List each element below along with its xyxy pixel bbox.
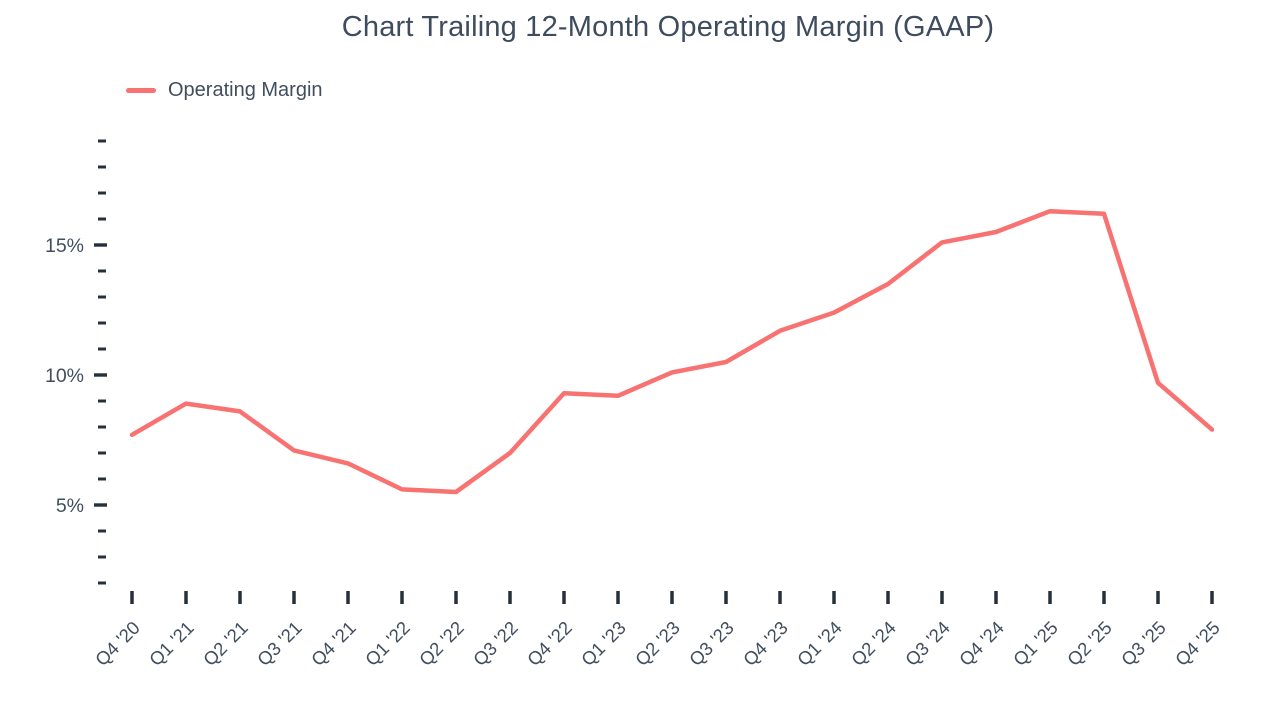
x-axis-label: Q1 '23 (577, 617, 630, 670)
y-axis-label: 10% (45, 365, 84, 387)
x-axis-label: Q3 '25 (1117, 617, 1170, 670)
x-axis-label: Q4 '25 (1171, 617, 1224, 670)
x-axis-label: Q3 '22 (469, 617, 522, 670)
x-axis-label: Q4 '23 (739, 617, 792, 670)
x-axis-label: Q4 '24 (955, 617, 1008, 670)
x-axis-label: Q2 '21 (199, 617, 252, 670)
x-axis-label: Q1 '24 (793, 617, 846, 670)
y-axis-label: 15% (45, 235, 84, 257)
x-axis-label: Q3 '21 (253, 617, 306, 670)
x-axis-label: Q4 '22 (523, 617, 576, 670)
x-axis-label: Q3 '24 (901, 617, 954, 670)
legend-item-operating-margin[interactable]: Operating Margin (126, 79, 323, 102)
x-axis-label: Q3 '23 (685, 617, 738, 670)
x-axis-label: Q1 '21 (145, 617, 198, 670)
legend: Operating Margin (126, 79, 323, 102)
y-axis-label: 5% (56, 495, 84, 517)
chart-title: Chart Trailing 12-Month Operating Margin… (341, 11, 995, 43)
x-axis-label: Q2 '24 (847, 617, 900, 670)
legend-line-swatch-icon (126, 88, 156, 93)
x-axis-label: Q4 '21 (307, 617, 360, 670)
x-axis-label: Q4 '20 (91, 617, 144, 670)
x-axis-label: Q1 '25 (1009, 617, 1062, 670)
series-line-operating-margin (129, 208, 1215, 495)
x-axis-label: Q2 '25 (1063, 617, 1116, 670)
x-axis-label: Q1 '22 (361, 617, 414, 670)
legend-label: Operating Margin (168, 79, 323, 101)
x-axis-label: Q2 '22 (415, 617, 468, 670)
x-axis-label: Q2 '23 (631, 617, 684, 670)
